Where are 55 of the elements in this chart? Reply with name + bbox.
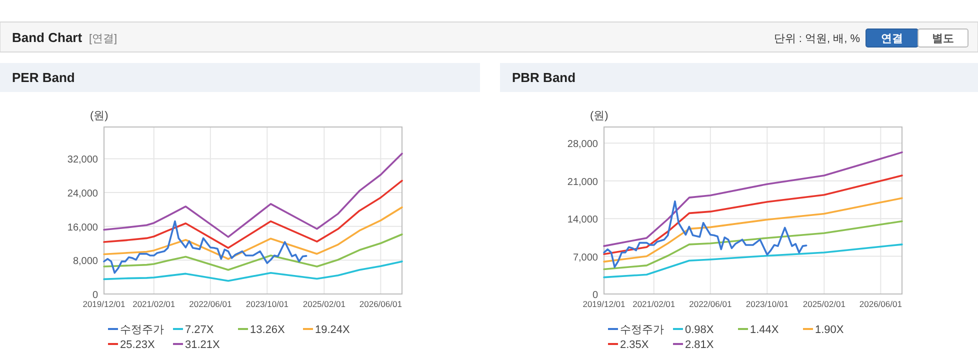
x-tick-label: 2023/10/01 [246,299,289,309]
line-series [103,206,403,260]
y-axis-title: (원) [90,110,108,122]
line-series [603,220,903,270]
text: 연결 [881,33,903,45]
legend-label: 수정주가 [620,324,664,336]
legend-label: 2.81X [685,339,714,351]
legend-label: 1.90X [815,324,844,336]
x-tick-label: 2025/02/01 [302,299,346,309]
text: Band Chart [12,30,83,45]
legend-label: 25.23X [120,339,156,351]
x-tick-label: 2022/06/01 [189,299,232,309]
y-tick-label: 0 [592,290,598,301]
legend-label: 13.26X [250,324,286,336]
line-series [103,233,403,271]
x-tick-label: 2026/06/01 [859,299,902,309]
legend-label: 2.35X [620,339,650,351]
line-series [603,174,903,256]
x-tick-label: 2023/10/01 [746,299,789,309]
line-series [603,244,903,278]
line-series [603,197,903,263]
legend-label: 수정주가 [120,324,164,336]
text: [연결] [89,33,118,45]
x-tick-label: 2019/12/01 [82,299,126,309]
legend-label: 7.27X [185,324,214,336]
y-tick-label: 28,000 [567,139,598,150]
x-tick-label: 2021/02/01 [632,299,676,309]
legend-label: 0.98X [685,324,714,336]
y-tick-label: 8,000 [72,256,98,268]
x-tick-label: 2022/06/01 [689,299,732,309]
line-series [103,260,403,282]
y-tick-label: 0 [92,290,98,301]
legend-label: 1.44X [750,324,780,336]
text: 단위 : 억원, 배, % [774,33,860,45]
line-series [103,180,403,249]
y-tick-label: 32,000 [67,154,98,166]
y-axis-title: (원) [590,110,608,122]
line-series [103,220,308,274]
x-tick-label: 2026/06/01 [359,299,402,309]
legend-label: 19.24X [315,324,351,336]
y-tick-label: 16,000 [67,222,98,234]
line-series [603,151,903,247]
chart-title: PBR Band [512,70,576,85]
y-tick-label: 21,000 [567,176,598,188]
line-series [103,152,403,238]
text: 별도 [932,33,954,45]
line-series [603,200,808,268]
chart-title: PER Band [12,70,75,85]
x-tick-label: 2021/02/01 [132,299,176,309]
x-tick-label: 2019/12/01 [582,299,626,309]
y-tick-label: 7,000 [572,252,598,264]
legend-label: 31.21X [185,339,221,351]
y-tick-label: 14,000 [567,214,598,226]
y-tick-label: 24,000 [67,188,98,200]
x-tick-label: 2025/02/01 [802,299,846,309]
